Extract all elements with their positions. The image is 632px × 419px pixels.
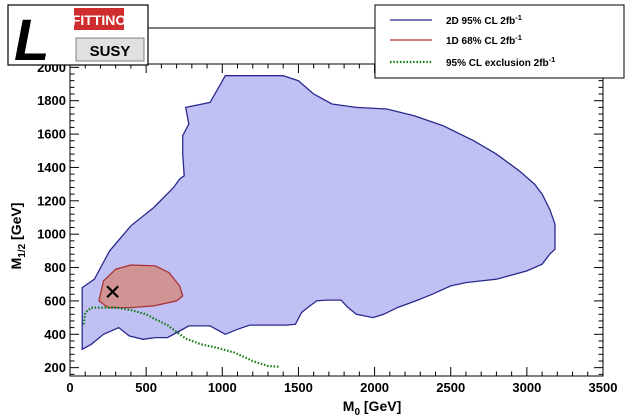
x-tick-label: 3000 [512, 380, 541, 395]
x-tick-label: 2000 [360, 380, 389, 395]
logo-bottom-banner [75, 37, 145, 62]
plot-frame [69, 63, 604, 377]
y-tick-label: 1600 [37, 127, 66, 142]
series-2-contour [98, 264, 184, 309]
axes: 0 500 1000 1500 2000 2500 3000 3500 200 400 600 800… [37, 60, 617, 395]
logo-letter: L [14, 8, 49, 73]
contours [81, 75, 556, 368]
series-1-contour [81, 75, 556, 351]
logo-top-text: FITTINO [72, 12, 127, 28]
legend-label-1: 2D 95% CL 2fb-1 [446, 13, 522, 27]
logo-bottom-text: SUSY [90, 43, 131, 60]
best-fit-marker [106, 285, 119, 299]
legend-label-3: 95% CL exclusion 2fb-1 [446, 55, 555, 69]
x-tick-label: 1000 [208, 380, 237, 395]
x-tick-label: 1500 [284, 380, 313, 395]
x-tick-label: 2500 [436, 380, 465, 395]
x-tick-label: 500 [135, 380, 157, 395]
x-tick-label: 3500 [589, 380, 618, 395]
legend-box [374, 4, 625, 79]
y-tick-label: 600 [44, 293, 66, 308]
x-tick-label: 0 [66, 380, 73, 395]
legend-label-2: 1D 68% CL 2fb-1 [446, 33, 522, 47]
fittino-logo: FITTINO SUSY L [7, 4, 375, 73]
logo-top-banner [74, 8, 124, 30]
y-tick-label: 1800 [37, 93, 66, 108]
y-tick-label: 400 [44, 327, 66, 342]
x-axis-title: M0 [GeV] [343, 398, 401, 418]
y-tick-label: 1200 [37, 193, 66, 208]
y-axis-title: M1/2 [GeV] [8, 203, 28, 270]
y-tick-label: 800 [44, 260, 66, 275]
y-tick-label: 200 [44, 360, 66, 375]
series-3-line [82, 306, 281, 368]
y-tick-label: 1000 [37, 227, 66, 242]
best-fit-marker-stroke-b [106, 285, 119, 299]
y-tick-label: 1400 [37, 160, 66, 175]
legend: 2D 95% CL 2fb-1 1D 68% CL 2fb-1 95% CL exc… [374, 4, 625, 79]
